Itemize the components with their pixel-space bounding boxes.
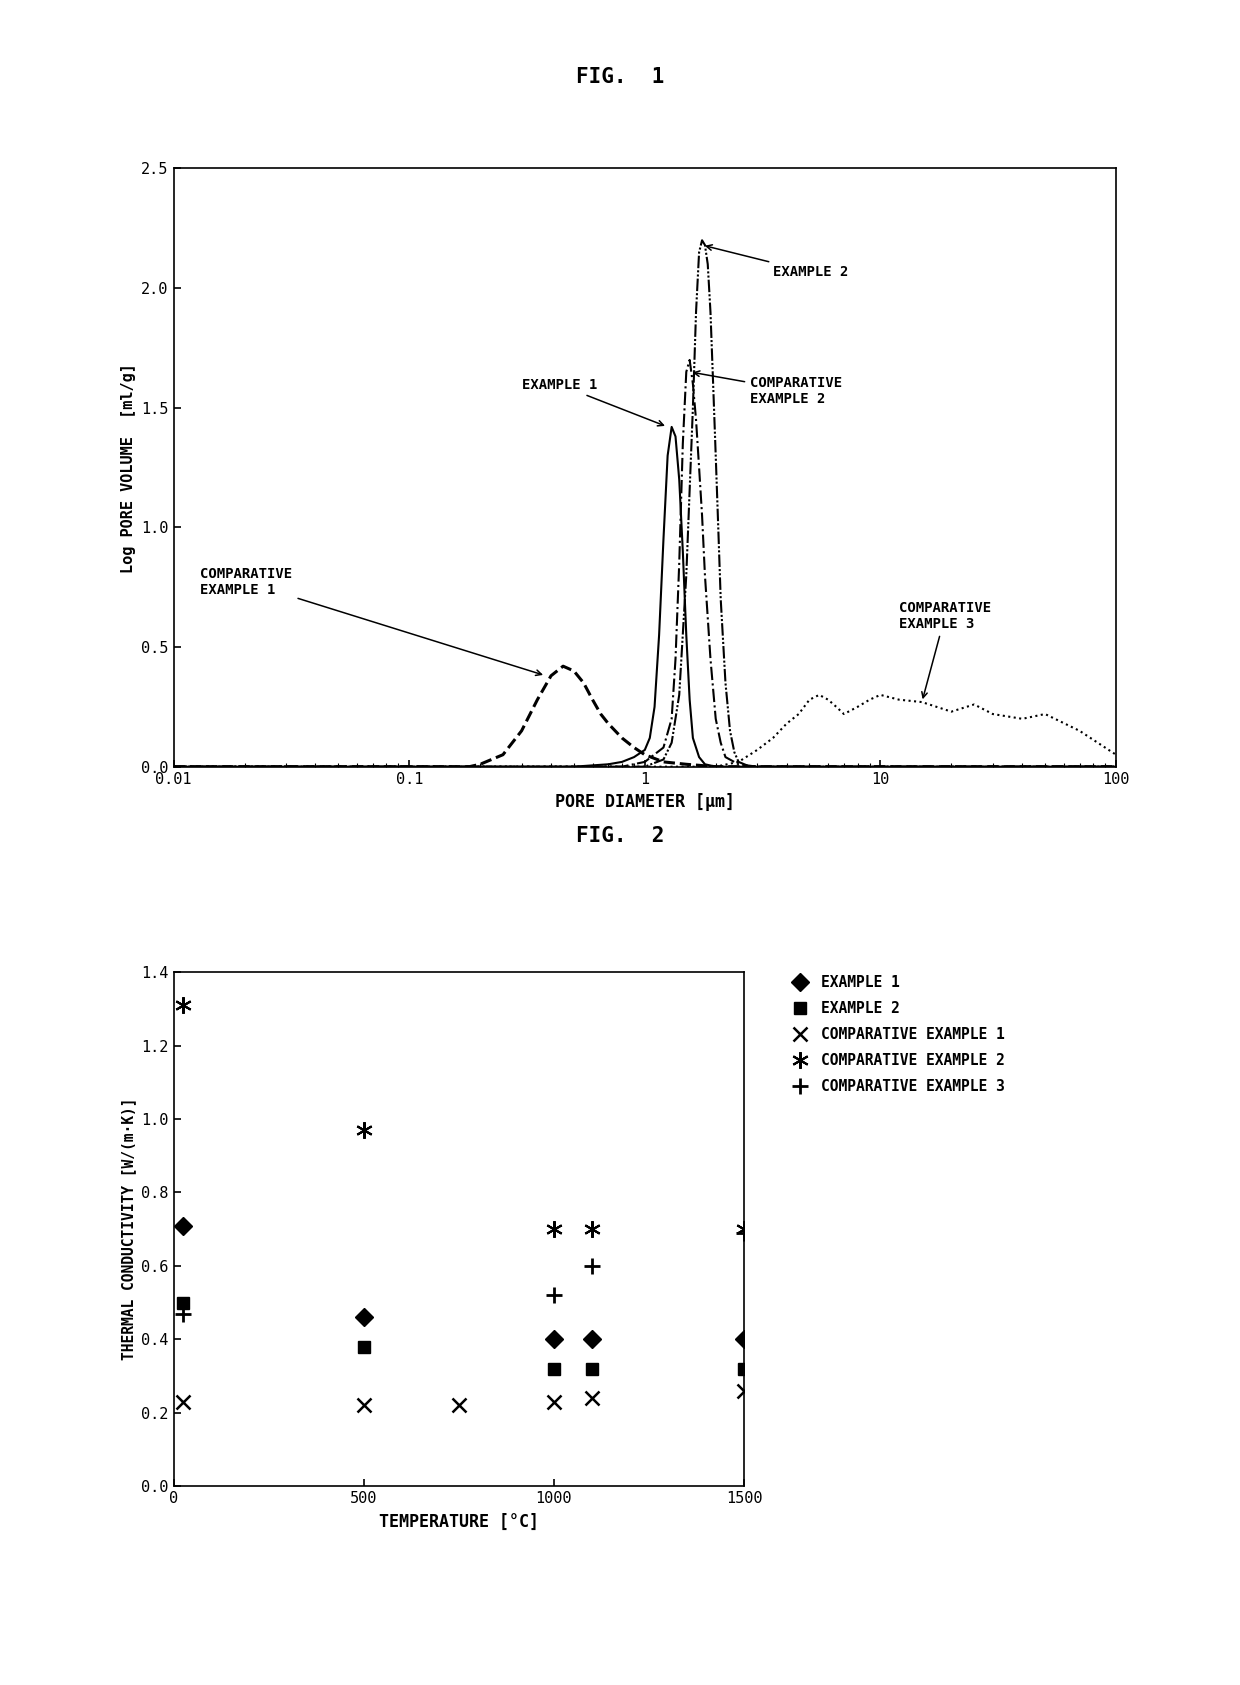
X-axis label: TEMPERATURE [°C]: TEMPERATURE [°C] — [378, 1513, 539, 1532]
Legend: EXAMPLE 1, EXAMPLE 2, COMPARATIVE EXAMPLE 1, COMPARATIVE EXAMPLE 2, COMPARATIVE : EXAMPLE 1, EXAMPLE 2, COMPARATIVE EXAMPL… — [785, 969, 1011, 1100]
Text: FIG.  1: FIG. 1 — [575, 67, 665, 88]
Text: EXAMPLE 1: EXAMPLE 1 — [522, 377, 663, 426]
X-axis label: PORE DIAMETER [μm]: PORE DIAMETER [μm] — [554, 794, 735, 812]
Text: EXAMPLE 2: EXAMPLE 2 — [707, 244, 848, 280]
Text: COMPARATIVE
EXAMPLE 3: COMPARATIVE EXAMPLE 3 — [899, 600, 991, 698]
Text: COMPARATIVE
EXAMPLE 2: COMPARATIVE EXAMPLE 2 — [694, 371, 842, 406]
Text: FIG.  2: FIG. 2 — [575, 826, 665, 846]
Text: COMPARATIVE
EXAMPLE 1: COMPARATIVE EXAMPLE 1 — [201, 568, 542, 676]
Y-axis label: THERMAL CONDUCTIVITY [W/(m·K)]: THERMAL CONDUCTIVITY [W/(m·K)] — [120, 1099, 136, 1360]
Y-axis label: Log PORE VOLUME  [ml/g]: Log PORE VOLUME [ml/g] — [120, 362, 136, 573]
